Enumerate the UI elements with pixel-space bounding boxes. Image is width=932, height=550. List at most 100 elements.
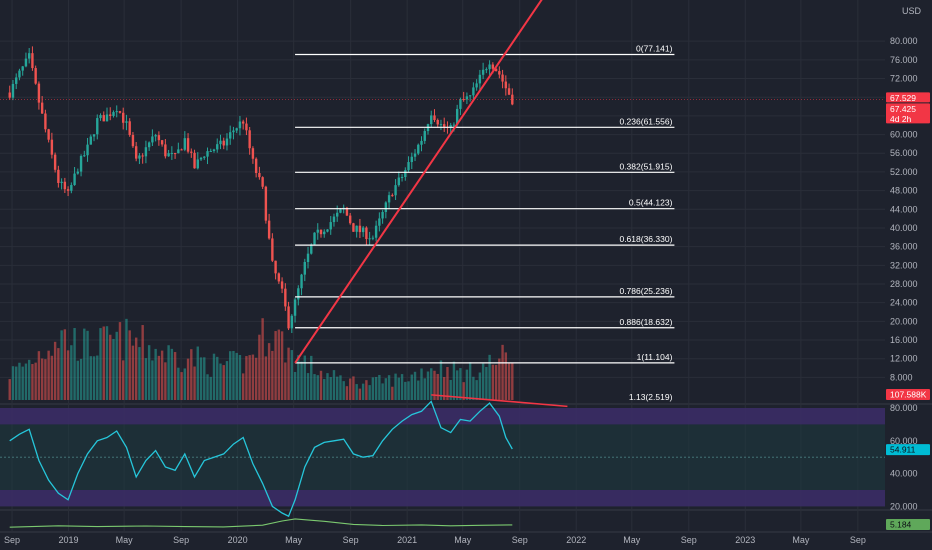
candle-body: [86, 144, 89, 156]
candle-body: [280, 281, 284, 289]
volume-bar: [21, 366, 24, 400]
volume-bar: [209, 376, 212, 400]
fibonacci-retracement[interactable]: 0(77.141) 0.236(61.556) 0.382(51.915) 0.5(4…: [295, 44, 675, 402]
candle-body: [394, 185, 397, 196]
volume-bar: [491, 364, 495, 400]
volume-bar: [199, 357, 203, 400]
candle-body: [472, 87, 475, 96]
candle-body: [151, 136, 154, 143]
volume-bar: [31, 364, 34, 400]
trendline[interactable]: [294, 0, 567, 364]
volume-bar: [271, 350, 274, 400]
candle-body: [329, 222, 332, 230]
candle-body: [293, 299, 297, 316]
volume-bar: [443, 377, 446, 400]
volume-bar: [465, 369, 469, 400]
candle-body: [50, 139, 54, 155]
candle-body: [112, 112, 115, 116]
volume-bar: [86, 330, 89, 400]
volume-tag: 107.588K: [890, 390, 927, 400]
candle-body: [297, 288, 300, 300]
volume-bar: [37, 351, 41, 400]
atr-value-tag-bg: [886, 519, 930, 530]
volume-bar: [439, 360, 443, 400]
volume-bar: [485, 366, 488, 400]
time-tick-label: May: [285, 535, 303, 545]
candle-body: [157, 135, 161, 141]
candle-body: [8, 92, 11, 98]
volume-bar: [122, 360, 125, 400]
volume-bar: [160, 350, 164, 400]
volume-bar: [332, 370, 336, 400]
fib-level-label: 1(11.104): [637, 352, 673, 362]
time-tick-label: Sep: [512, 535, 528, 545]
candle-body: [303, 262, 306, 275]
candle-body: [79, 155, 83, 172]
candle-body: [147, 142, 151, 148]
volume-bar: [481, 363, 485, 400]
candle-body: [378, 218, 381, 226]
candle-body: [306, 253, 310, 263]
volume-bar: [53, 341, 57, 400]
candle-body: [105, 114, 109, 122]
volume-bar: [225, 361, 229, 400]
volume-bar: [222, 365, 225, 400]
volume-bar: [147, 345, 151, 400]
candle-body: [455, 108, 459, 125]
volume-bar: [345, 386, 349, 400]
candle-body: [300, 274, 303, 289]
volume-bar: [384, 378, 388, 400]
candle-body: [216, 144, 219, 150]
candle-body: [261, 177, 264, 187]
volume-bar: [478, 372, 482, 400]
volume-bar: [378, 374, 381, 400]
volume-bar: [297, 355, 300, 400]
volume-bar: [60, 330, 63, 400]
volume-bar: [219, 363, 222, 400]
fib-level-label: 0.382(51.915): [619, 161, 672, 171]
rsi-value-tag-bg: [886, 444, 930, 456]
volume-bar: [452, 361, 456, 400]
volume-bar: [79, 358, 83, 400]
price-tick-label: 32.000: [890, 260, 918, 270]
volume-bar: [336, 376, 339, 400]
candle-body: [452, 124, 456, 126]
candle-body: [138, 155, 141, 159]
volume-bar: [326, 373, 329, 400]
volume-bar: [300, 361, 303, 400]
candle-body: [125, 121, 128, 123]
volume-bar: [319, 370, 323, 400]
price-tick-label: 12.000: [890, 354, 918, 364]
volume-bar: [280, 331, 284, 400]
candle-body: [31, 53, 34, 69]
candle-body: [271, 238, 274, 261]
candle-body: [488, 64, 491, 70]
volume-bar: [241, 373, 245, 400]
current-price-tag: 4d 2h: [890, 114, 912, 124]
candle-body: [57, 169, 60, 183]
candle-body: [53, 154, 57, 170]
volume-bar: [290, 350, 294, 400]
candle-body: [413, 153, 417, 157]
volume-bar: [70, 345, 73, 400]
candle-body: [404, 170, 407, 178]
volume-bar: [368, 385, 371, 400]
candle-body: [154, 135, 157, 137]
candle-body: [241, 121, 245, 124]
time-axis[interactable]: Sep 2019 May Sep 2020 May Sep 2021 May Sep 2022 May…: [4, 535, 866, 545]
candle-body: [203, 156, 206, 158]
candle-body: [92, 134, 96, 137]
volume-bar: [488, 354, 491, 400]
candle-body: [118, 111, 122, 113]
candle-body: [339, 209, 342, 213]
candle-body: [443, 124, 446, 127]
price-axis[interactable]: 8.000 12.000 16.000 20.000 24.000 28.000 32.00…: [890, 36, 918, 511]
volume-bar: [391, 386, 394, 400]
candle-body: [102, 115, 105, 122]
volume-bar: [102, 326, 105, 400]
current-price-tag-bg: [886, 103, 930, 124]
volume-bar: [15, 366, 18, 400]
time-tick-label: Sep: [343, 535, 359, 545]
volume-bar: [323, 379, 326, 400]
